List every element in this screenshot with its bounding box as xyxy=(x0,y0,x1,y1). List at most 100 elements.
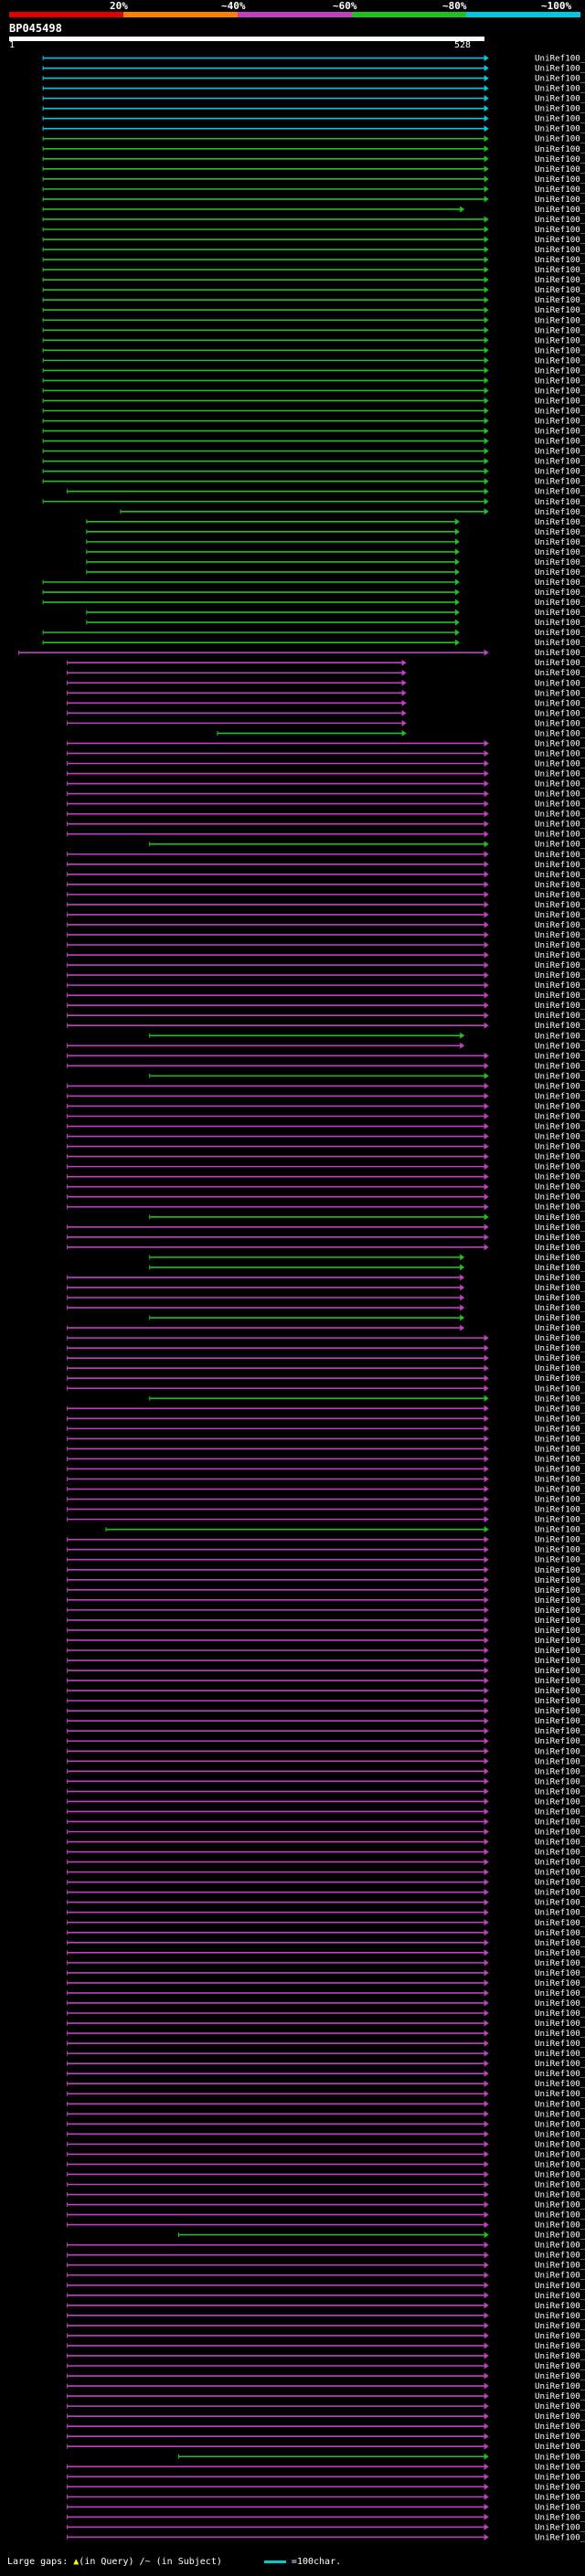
hit-row[interactable]: UniRef100_Q2Q0H0 xyxy=(67,1958,585,1968)
hit-label[interactable]: UniRef100_UP1000... xyxy=(535,265,585,275)
hit-row[interactable]: UniRef100_B3VI56 xyxy=(67,779,585,790)
hit-row[interactable]: UniRef100_B9FAT3 xyxy=(67,920,585,930)
hit-label[interactable]: UniRef100_UP1000... xyxy=(535,1001,585,1011)
hit-label[interactable]: UniRef100_Q69RF4 xyxy=(535,2452,585,2462)
hit-label[interactable]: UniRef100_C5WNT5 xyxy=(535,810,585,820)
hit-label[interactable]: UniRef100_A7R171 xyxy=(535,2200,585,2210)
hit-label[interactable]: UniRef100_B9GLY2 xyxy=(535,1383,585,1394)
hit-label[interactable]: UniRef100_A7R1G9 xyxy=(535,2149,585,2159)
hit-label[interactable]: UniRef100_Q0LJ46 xyxy=(535,417,585,427)
hit-label[interactable]: UniRef100_A9PI20 xyxy=(535,1918,585,1928)
hit-label[interactable]: UniRef100_A2Y9P2 xyxy=(535,1071,585,1081)
hit-row[interactable]: UniRef100_Q6Z4K7 xyxy=(67,2099,585,2109)
hit-row[interactable]: UniRef100_C5XXT7 xyxy=(42,305,585,315)
hit-label[interactable]: UniRef100_B8LRU6 xyxy=(535,1223,585,1233)
hit-label[interactable]: UniRef100_A7P1T5 xyxy=(535,497,585,507)
hit-label[interactable]: UniRef100_B4FBE0 xyxy=(535,678,585,688)
hit-label[interactable]: UniRef100_B9T5U9 xyxy=(535,1182,585,1193)
hit-label[interactable]: UniRef100_Q23205 xyxy=(535,1283,585,1293)
hit-label[interactable]: UniRef100_A5AZZ4 xyxy=(535,1253,585,1263)
hit-label[interactable]: UniRef100_B9EXF8 xyxy=(535,2301,585,2311)
hit-row[interactable]: UniRef100_Q4J716 xyxy=(86,618,585,628)
hit-row[interactable]: UniRef100_Q6K437 xyxy=(67,718,585,728)
hit-row[interactable]: UniRef100_A3C080 xyxy=(67,2371,585,2381)
hit-row[interactable]: UniRef100_C5WNZ9 xyxy=(67,1101,585,1111)
hit-label[interactable]: UniRef100_A7P1U0 xyxy=(535,407,585,417)
hit-label[interactable]: UniRef100_Q9SKC5 xyxy=(535,1858,585,1868)
hit-label[interactable]: UniRef100_B9HFQ5 xyxy=(535,2129,585,2139)
hit-row[interactable]: UniRef100_C5WN75 xyxy=(67,1193,585,1203)
hit-row[interactable]: UniRef100_Q9FN28 xyxy=(42,345,585,355)
hit-label[interactable]: UniRef100_Q8H6W4 xyxy=(535,588,585,598)
hit-label[interactable]: UniRef100_A5BTJ5 xyxy=(535,2512,585,2522)
hit-row[interactable]: UniRef100_Q84N53 xyxy=(67,1273,585,1283)
hit-row[interactable]: UniRef100_A1YR50 xyxy=(42,84,585,94)
hit-row[interactable]: UniRef100_A5BJE4 xyxy=(42,295,585,305)
hit-label[interactable]: UniRef100_B8LKT3 xyxy=(535,1706,585,1716)
hit-row[interactable]: UniRef100_B6TRK5 xyxy=(67,981,585,991)
hit-label[interactable]: UniRef100_A9U0A8 xyxy=(535,1828,585,1838)
hit-label[interactable]: UniRef100_A4GRT2 xyxy=(535,608,585,618)
hit-row[interactable]: UniRef100_Q9C0W1 xyxy=(42,255,585,265)
hit-label[interactable]: UniRef100_C5NN15 xyxy=(535,1303,585,1313)
hit-row[interactable]: UniRef100_UP1000... xyxy=(42,325,585,335)
hit-label[interactable]: UniRef100_A5BJE4 xyxy=(535,295,585,305)
hit-row[interactable]: UniRef100_B8LRU6 xyxy=(67,1223,585,1233)
hit-row[interactable]: UniRef100_UP1000... xyxy=(42,265,585,275)
hit-label[interactable]: UniRef100_A3BHU1 xyxy=(535,1394,585,1404)
hit-row[interactable]: UniRef100_Q0JJ88 xyxy=(67,1978,585,1988)
hit-label[interactable]: UniRef100_B9FFC0 xyxy=(535,728,585,738)
hit-label[interactable]: UniRef100_B4FMN0 xyxy=(535,1031,585,1041)
hit-label[interactable]: UniRef100_Q9AWC5 xyxy=(535,366,585,376)
hit-row[interactable]: UniRef100_Q6YAH3 xyxy=(42,598,585,608)
hit-row[interactable]: UniRef100_A4GRT2 xyxy=(86,608,585,618)
hit-label[interactable]: UniRef100_A4GRR9 xyxy=(535,567,585,578)
hit-label[interactable]: UniRef100_A7PQD6 xyxy=(535,2341,585,2351)
hit-row[interactable]: UniRef100_A5HW84 xyxy=(120,507,585,517)
hit-row[interactable]: UniRef100_UP1000... xyxy=(67,1786,585,1797)
hit-row[interactable]: UniRef100_Q8S9A8 xyxy=(67,1081,585,1091)
hit-label[interactable]: UniRef100_A7PQE1 xyxy=(535,1928,585,1938)
hit-label[interactable]: UniRef100_A7PE42 xyxy=(535,1051,585,1061)
hit-row[interactable]: UniRef100_B9FS69 xyxy=(67,1152,585,1162)
hit-label[interactable]: UniRef100_A2XL37 xyxy=(535,930,585,940)
hit-row[interactable]: UniRef100_Q0XCD4 xyxy=(42,457,585,467)
hit-label[interactable]: UniRef100_Q23382 xyxy=(535,2159,585,2169)
hit-label[interactable]: UniRef100_A3AHA3 xyxy=(535,991,585,1001)
hit-label[interactable]: UniRef100_C5YUR7 xyxy=(535,1606,585,1616)
hit-row[interactable]: UniRef100_B8AL55 xyxy=(67,1616,585,1626)
hit-label[interactable]: UniRef100_Q8LH23 xyxy=(535,769,585,779)
hit-row[interactable]: UniRef100_B8B064 xyxy=(67,1716,585,1726)
hit-label[interactable]: UniRef100_A6XNC2 xyxy=(535,2089,585,2099)
hit-row[interactable]: UniRef100_A7QSU6 xyxy=(67,2391,585,2401)
hit-row[interactable]: UniRef100_Q8RFF2 xyxy=(67,1434,585,1444)
hit-label[interactable]: UniRef100_A5BP40 xyxy=(535,1424,585,1434)
hit-label[interactable]: UniRef100_A7R168 xyxy=(535,1656,585,1666)
hit-label[interactable]: UniRef100_Q6L3M4 xyxy=(535,1676,585,1686)
hit-label[interactable]: UniRef100_Q8LTA3 xyxy=(535,1233,585,1243)
hit-label[interactable]: UniRef100_B9H8F7 xyxy=(535,487,585,497)
hit-row[interactable]: UniRef100_Q9ZWQ3 xyxy=(67,1938,585,1948)
hit-row[interactable]: UniRef100_A5AZZ4 xyxy=(149,1253,585,1263)
hit-label[interactable]: UniRef100_A7QNQ5 xyxy=(535,1746,585,1756)
hit-row[interactable]: UniRef100_A7PE42 xyxy=(67,1051,585,1061)
hit-row[interactable]: UniRef100_Q2V825 xyxy=(42,205,585,215)
hit-row[interactable]: UniRef100_C5YFF9 xyxy=(42,628,585,638)
hit-label[interactable]: UniRef100_B5M9L4 xyxy=(535,94,585,104)
hit-label[interactable]: UniRef100_Q2V825 xyxy=(535,205,585,215)
hit-row[interactable]: UniRef100_A3B5T4 xyxy=(67,1505,585,1515)
hit-row[interactable]: UniRef100_Q8LJC6 xyxy=(67,1333,585,1343)
hit-label[interactable]: UniRef100_A5BJE3 xyxy=(535,2231,585,2241)
hit-label[interactable]: UniRef100_B9SV07 xyxy=(535,2281,585,2291)
hit-label[interactable]: UniRef100_Q0D2Z5 xyxy=(535,1373,585,1383)
hit-row[interactable]: UniRef100_Q5VMG8 xyxy=(149,1263,585,1273)
hit-label[interactable]: UniRef100_A2XR92 xyxy=(535,1041,585,1051)
hit-label[interactable]: UniRef100_Q0ZJ25 xyxy=(535,447,585,457)
hit-label[interactable]: UniRef100_B8LNQ6 xyxy=(535,2311,585,2321)
hit-row[interactable]: UniRef100_A7R173 xyxy=(67,1414,585,1424)
hit-label[interactable]: UniRef100_A5HW84 xyxy=(535,507,585,517)
hit-label[interactable]: UniRef100_Q9ZWQ3 xyxy=(535,1938,585,1948)
hit-row[interactable]: UniRef100_A3AHT2 xyxy=(67,1636,585,1646)
hit-label[interactable]: UniRef100_B8LR43 xyxy=(535,1162,585,1172)
hit-row[interactable]: UniRef100_A1YFE0 xyxy=(67,1776,585,1786)
